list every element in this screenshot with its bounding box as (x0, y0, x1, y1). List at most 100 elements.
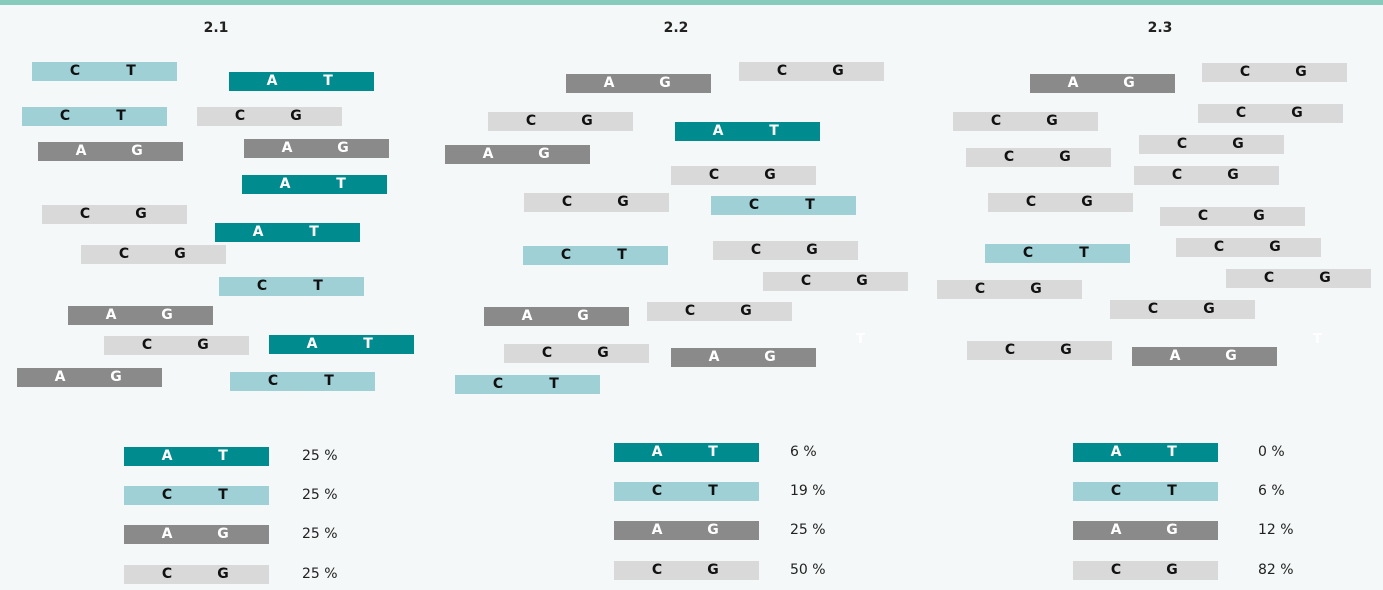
base-letter: G (1059, 149, 1071, 165)
base-letter: G (764, 167, 776, 183)
base-letter: A (1067, 75, 1079, 91)
base-letter: C (560, 247, 572, 263)
base-letter: C (1239, 64, 1251, 80)
base-letter: C (1110, 562, 1122, 578)
base-letter: C (69, 63, 81, 79)
base-letter: C (561, 194, 573, 210)
base-letter: T (309, 224, 319, 240)
base-letter: C (492, 376, 504, 392)
percent-label: 25 % (302, 526, 338, 542)
base-letter: C (1263, 270, 1275, 286)
base-letter: G (1269, 239, 1281, 255)
base-letter: T (769, 123, 779, 139)
base-letter: C (1235, 105, 1247, 121)
base-letter: G (659, 75, 671, 91)
base-letter: C (161, 487, 173, 503)
base-letter: A (712, 123, 724, 139)
base-letter: G (290, 108, 302, 124)
base-letter: C (1004, 342, 1016, 358)
base-letter: A (281, 140, 293, 156)
percent-label: 25 % (302, 487, 338, 503)
base-letter: C (800, 273, 812, 289)
percent-label: 12 % (1258, 522, 1294, 538)
base-letter: T (218, 487, 228, 503)
base-letter: G (832, 63, 844, 79)
base-letter: G (1166, 562, 1178, 578)
base-letter: G (740, 303, 752, 319)
base-letter: G (1166, 522, 1178, 538)
base-letter: G (1081, 194, 1093, 210)
base-letter: C (1171, 167, 1183, 183)
percent-label: 25 % (302, 566, 338, 582)
percent-label: 50 % (790, 562, 826, 578)
base-letter: A (651, 522, 663, 538)
base-letter: A (1110, 444, 1122, 460)
base-letter: C (161, 566, 173, 582)
base-letter: C (750, 242, 762, 258)
base-letter: T (1167, 483, 1177, 499)
base-letter: C (525, 113, 537, 129)
base-letter: T (116, 108, 126, 124)
panel-title: 2.1 (203, 20, 229, 36)
top-bar (0, 0, 1383, 5)
base-letter: C (708, 167, 720, 183)
faint-label: T (1313, 332, 1322, 347)
base-letter: G (1291, 105, 1303, 121)
base-letter: G (707, 562, 719, 578)
base-letter: T (313, 278, 323, 294)
base-letter: G (617, 194, 629, 210)
percent-label: 0 % (1258, 444, 1285, 460)
base-letter: A (482, 146, 494, 162)
base-letter: G (856, 273, 868, 289)
base-letter: A (266, 73, 278, 89)
base-letter: T (549, 376, 559, 392)
base-letter: C (1213, 239, 1225, 255)
base-letter: C (1025, 194, 1037, 210)
base-letter: C (684, 303, 696, 319)
base-letter: G (131, 143, 143, 159)
base-letter: C (651, 483, 663, 499)
base-letter: C (651, 562, 663, 578)
base-letter: G (1030, 281, 1042, 297)
base-letter: G (764, 349, 776, 365)
base-letter: G (538, 146, 550, 162)
base-letter: A (161, 448, 173, 464)
base-letter: C (1176, 136, 1188, 152)
base-letter: T (617, 247, 627, 263)
base-letter: A (1169, 348, 1181, 364)
base-letter: C (1022, 245, 1034, 261)
base-letter: T (708, 483, 718, 499)
base-letter: C (59, 108, 71, 124)
base-letter: G (1232, 136, 1244, 152)
base-letter: C (974, 281, 986, 297)
base-letter: G (1227, 167, 1239, 183)
